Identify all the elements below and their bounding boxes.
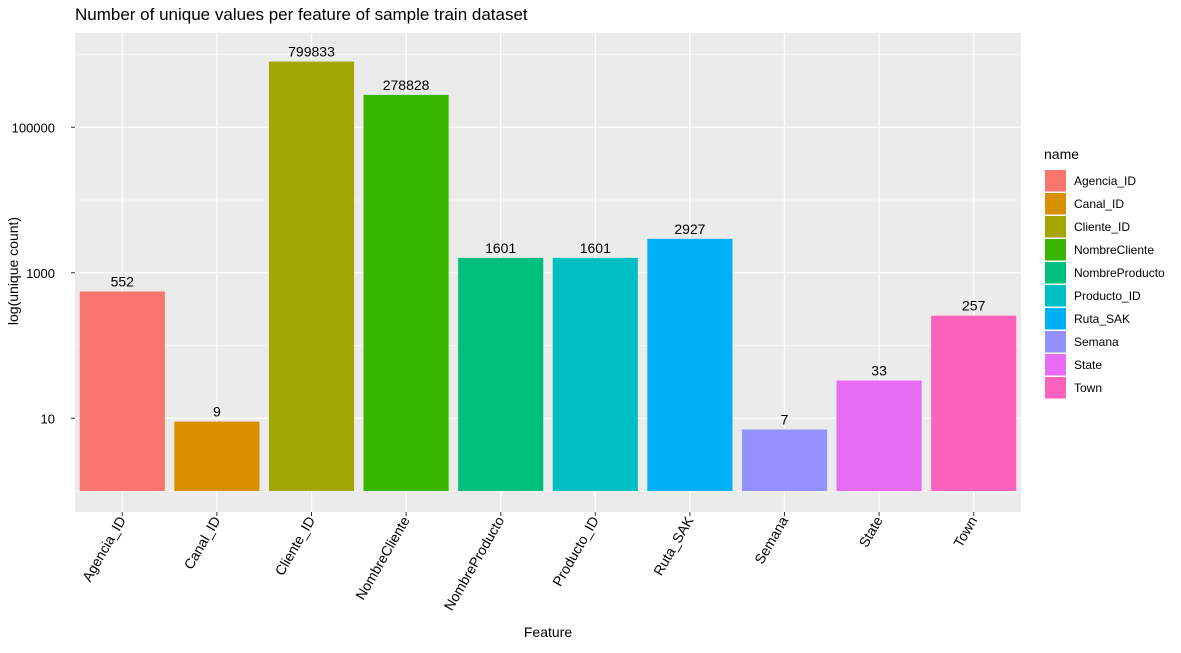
x-axis: Agencia_ID Canal_ID Cliente_ID NombreClient… xyxy=(79,512,980,613)
bar-value-label: 278828 xyxy=(383,77,430,93)
legend-swatch xyxy=(1045,216,1066,238)
legend-swatch xyxy=(1045,308,1066,330)
legend-item: Canal_ID xyxy=(1045,193,1124,215)
legend-label: Cliente_ID xyxy=(1074,220,1130,234)
legend-label: Town xyxy=(1074,381,1102,395)
legend-label: NombreCliente xyxy=(1074,243,1154,257)
bar-semana xyxy=(741,429,828,491)
bar-state xyxy=(836,380,922,491)
bar-value-label: 799833 xyxy=(288,44,335,60)
bar-ruta-sak xyxy=(647,238,733,491)
legend-item: NombreProducto xyxy=(1045,262,1165,284)
y-tick-label: 10 xyxy=(41,411,55,426)
chart-title: Number of unique values per feature of s… xyxy=(75,5,528,24)
legend-item: Ruta_SAK xyxy=(1045,308,1130,330)
legend-swatch xyxy=(1045,377,1066,399)
x-tick-label: Producto_ID xyxy=(549,514,602,589)
y-axis: 10 1000 100000 xyxy=(12,120,75,426)
bar-nombreproducto xyxy=(458,257,544,491)
legend-item: Town xyxy=(1045,377,1102,399)
legend-item: Producto_ID xyxy=(1045,285,1141,307)
legend-label: Producto_ID xyxy=(1074,289,1141,303)
legend-label: Canal_ID xyxy=(1074,197,1124,211)
bar-town xyxy=(931,315,1017,491)
bar-value-label: 2927 xyxy=(674,221,705,237)
legend-label: Agencia_ID xyxy=(1074,174,1136,188)
x-tick-label: State xyxy=(855,513,885,549)
bar-value-label: 33 xyxy=(871,363,887,379)
legend-item: Agencia_ID xyxy=(1045,170,1136,192)
legend-item: State xyxy=(1045,354,1102,376)
bar-value-label: 7 xyxy=(781,412,789,428)
bar-value-labels: 552 9 799833 278828 1601 1601 2927 7 33 257 xyxy=(111,44,986,428)
x-tick-label: Ruta_SAK xyxy=(650,513,697,578)
legend-item: Cliente_ID xyxy=(1045,216,1130,238)
legend-swatch xyxy=(1045,331,1066,353)
x-tick-label: Canal_ID xyxy=(180,514,223,573)
legend-swatch xyxy=(1045,170,1066,192)
y-tick-label: 100000 xyxy=(12,120,55,135)
legend-item: NombreCliente xyxy=(1045,239,1154,261)
x-tick-label: Agencia_ID xyxy=(79,514,129,585)
bars xyxy=(79,61,1017,492)
bar-value-label: 257 xyxy=(962,298,986,314)
y-axis-label: log(unique count) xyxy=(5,217,21,325)
legend-label: Ruta_SAK xyxy=(1074,312,1130,326)
x-tick-label: Cliente_ID xyxy=(272,514,319,579)
bar-producto-id xyxy=(552,257,638,491)
legend-label: NombreProducto xyxy=(1074,266,1165,280)
x-tick-label: Semana xyxy=(751,513,791,566)
y-tick-label: 1000 xyxy=(26,266,55,281)
bar-value-label: 9 xyxy=(213,404,221,420)
legend-label: Semana xyxy=(1074,335,1119,349)
x-tick-label: Town xyxy=(950,514,980,550)
x-tick-label: NombreCliente xyxy=(352,513,413,602)
legend-items: Agencia_ID Canal_ID Cliente_ID NombreClient… xyxy=(1045,170,1165,399)
bar-nombrecliente xyxy=(363,94,449,491)
x-tick-label: NombreProducto xyxy=(441,513,508,613)
bar-cliente-id xyxy=(268,61,355,492)
legend-swatch xyxy=(1045,239,1066,261)
bar-value-label: 1601 xyxy=(485,240,516,256)
legend-swatch xyxy=(1045,354,1066,376)
x-axis-label: Feature xyxy=(524,624,572,640)
legend-item: Semana xyxy=(1045,331,1119,353)
bar-agencia-id xyxy=(79,291,165,491)
legend-label: State xyxy=(1074,358,1102,372)
legend: name Agencia_ID Canal_ID Cliente_ID NombreC… xyxy=(1044,146,1165,399)
legend-swatch xyxy=(1045,193,1066,215)
bar-canal-id xyxy=(174,421,260,491)
legend-swatch xyxy=(1045,262,1066,284)
legend-swatch xyxy=(1045,285,1066,307)
bar-value-label: 552 xyxy=(111,274,135,290)
legend-title: name xyxy=(1044,146,1079,162)
bar-value-label: 1601 xyxy=(580,240,611,256)
